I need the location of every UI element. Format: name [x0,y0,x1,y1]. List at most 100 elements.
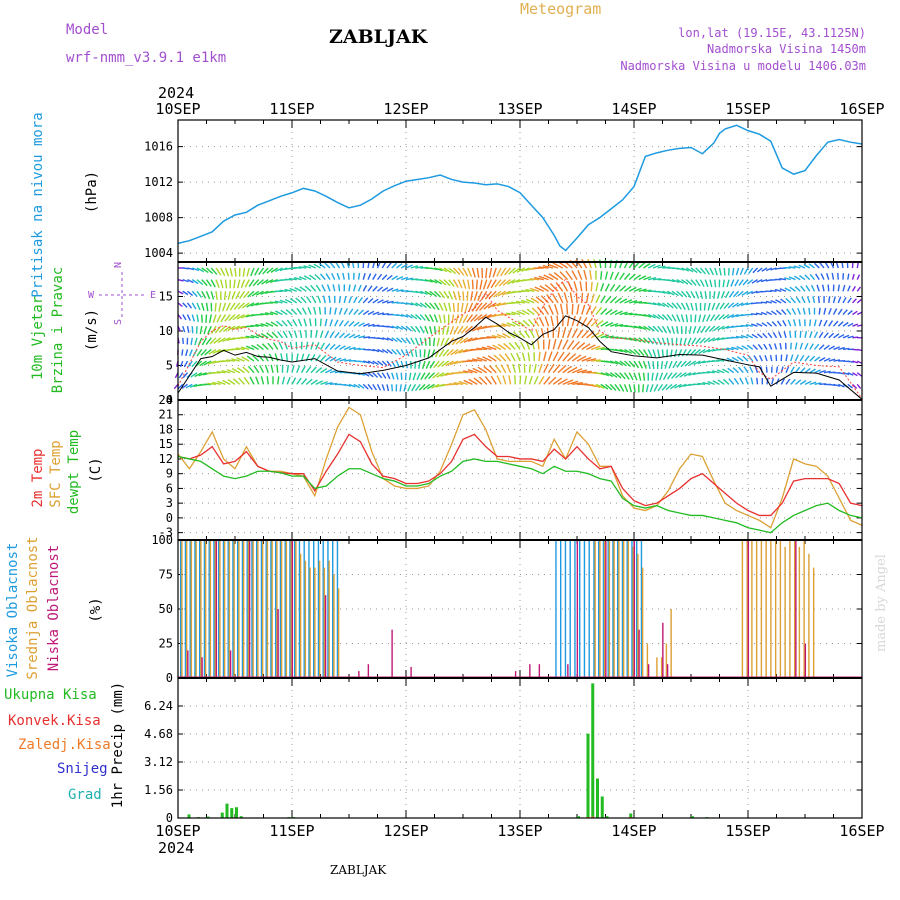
wind-arrow [712,380,720,385]
wind-arrow [220,279,224,289]
wind-arrow [714,314,721,321]
wind-arrow [489,365,497,374]
wind-arrow [685,326,687,335]
wind-arrow [218,325,226,333]
wind-arrow [553,272,564,281]
wind-arrow [567,366,578,374]
wind-arrow [614,297,622,304]
wind-arrow [433,302,440,311]
wind-arrow [493,290,502,298]
wind-arrow [418,383,426,391]
wind-arrow [671,278,680,284]
wind-arrow [633,287,642,292]
wind-arrow [517,363,521,373]
wind-arrow [557,364,567,374]
x-tick-label-bottom: 10SEP [155,822,200,840]
wind-arrow [815,273,820,281]
wind-arrow [799,274,806,281]
wind-arrow [605,308,613,316]
wind-arrow [832,308,838,315]
wind-arrow [590,293,595,304]
wind-arrow [677,349,683,357]
wind-arrow [191,314,196,322]
wind-arrow [683,337,687,346]
wind-arrow [813,343,820,350]
wind-arrow [203,360,212,366]
cloud-bar [247,540,250,678]
wind-arrow [819,262,825,269]
wind-arrow [681,349,687,357]
wind-arrow [274,300,283,304]
wind-arrow [279,267,288,272]
wind-arrow [789,286,796,292]
wind-arrow [405,360,408,369]
wind-arrow [449,360,459,366]
wind-speed-line [177,315,863,400]
wind-arrow [450,348,459,356]
wind-arrow [482,279,488,290]
cloud-bar [279,540,282,678]
wind-arrow [328,295,331,303]
wind-arrow [590,281,593,292]
wind-arrow [463,379,473,386]
cloud-bar [555,540,557,678]
wind-arrow [317,295,322,304]
wind-arrow [559,271,569,281]
y-tick-label: 10 [159,324,173,338]
wind-arrow [833,383,841,387]
wind-arrow [512,363,516,373]
wind-arrow [314,273,321,281]
wind-arrow [795,379,802,385]
y-tick-label: 0 [166,511,173,525]
wind-arrow [405,302,414,306]
wind-arrow [567,353,577,362]
wind-arrow [266,376,269,385]
y-tick-label: 100 [151,533,173,547]
wind-arrow [652,361,655,370]
wind-arrow [704,325,711,333]
wind-arrow [405,349,410,357]
y-tick-label: 5 [166,359,173,373]
wind-arrow [776,320,782,327]
wind-arrow [538,363,543,373]
wind-arrow [842,296,847,304]
wind-arrow [665,383,673,391]
cloud-bar [190,540,193,678]
wind-arrow [377,299,384,304]
wind-arrow [657,290,666,294]
wind-arrow [338,307,343,315]
wind-arrow [191,267,200,272]
cloud-unit: (%) [88,597,104,622]
wind-arrow [496,267,502,277]
wind-arrow [473,377,483,385]
wind-arrow [787,319,792,327]
wind-arrow [683,372,692,377]
wind-arrow [424,325,429,334]
wind-arrow [772,332,778,339]
cloud-bars [178,540,862,678]
wind-arrow [704,279,709,288]
wind-arrow [199,326,203,335]
wind-arrow [685,302,690,311]
wind-arrow [310,366,317,374]
wind-arrow [808,263,815,269]
wind-arrow [693,360,701,366]
wind-arrow [196,267,205,273]
wind-arrow [586,344,596,351]
wind-arrow [191,279,199,285]
wind-arrow [241,313,250,319]
wind-arrow [605,383,613,391]
wind-arrow [556,315,559,327]
cloud-bar [280,540,283,678]
wind-arrow [760,301,768,304]
wind-arrow [243,376,250,385]
wind-arrow [852,310,858,316]
wind-arrow [715,302,721,311]
wind-arrow [738,279,744,286]
cloud-bar [241,540,244,678]
wind-arrow [269,311,278,316]
wind-arrow [362,297,369,304]
wind-arrow [386,384,390,392]
precip-bar [235,807,238,818]
wind-arrow [524,330,531,339]
